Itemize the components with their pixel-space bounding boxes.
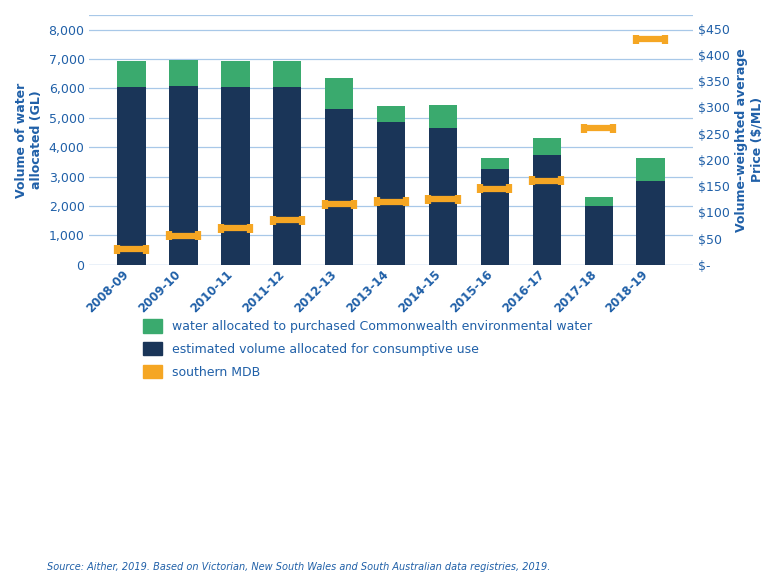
Bar xyxy=(273,62,301,87)
Bar xyxy=(325,78,353,109)
Bar xyxy=(117,87,145,265)
Bar xyxy=(429,128,457,265)
Bar xyxy=(533,154,561,265)
Bar xyxy=(273,87,301,265)
Bar xyxy=(584,197,613,206)
Bar xyxy=(533,138,561,154)
Bar xyxy=(429,105,457,128)
Bar xyxy=(169,86,198,265)
Bar xyxy=(221,87,250,265)
Y-axis label: Volume of water
allocated (GL): Volume of water allocated (GL) xyxy=(15,82,43,198)
Y-axis label: Volume-weighted average
Price ($/ML): Volume-weighted average Price ($/ML) xyxy=(735,48,763,232)
Legend: water allocated to purchased Commonwealth environmental water, estimated volume : water allocated to purchased Commonwealt… xyxy=(138,314,597,384)
Bar xyxy=(636,181,665,265)
Bar xyxy=(377,106,405,122)
Bar xyxy=(481,169,510,265)
Bar xyxy=(169,60,198,86)
Bar xyxy=(117,60,145,87)
Bar xyxy=(584,206,613,265)
Bar xyxy=(221,60,250,87)
Text: Source: Aither, 2019. Based on Victorian, New South Wales and South Australian d: Source: Aither, 2019. Based on Victorian… xyxy=(47,562,550,572)
Bar xyxy=(377,122,405,265)
Bar xyxy=(636,158,665,181)
Bar xyxy=(481,158,510,169)
Bar xyxy=(325,109,353,265)
